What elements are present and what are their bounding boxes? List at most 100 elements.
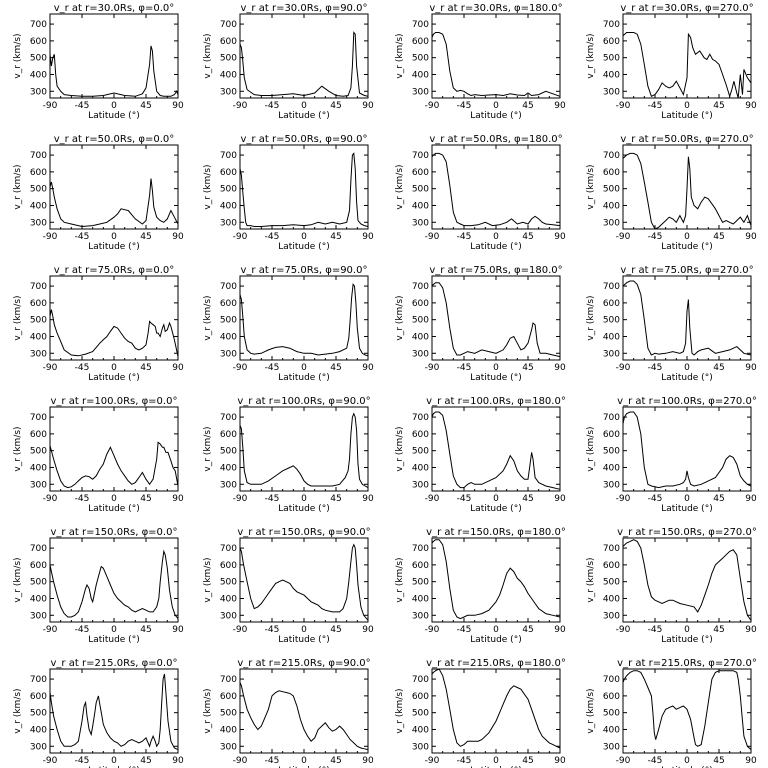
subplot: v_r at r=100.0Rs, φ=90.0° -90 -45 0 45 90 300 4… bbox=[203, 396, 374, 514]
y-tick-label: 500 bbox=[412, 54, 429, 64]
y-tick-label: 700 bbox=[220, 282, 237, 292]
x-tick-label: 45 bbox=[522, 232, 533, 242]
y-tick-label: 600 bbox=[220, 430, 237, 440]
x-tick-label: -90 bbox=[425, 363, 440, 373]
subplot: v_r at r=75.0Rs, φ=270.0° -90 -45 0 45 90 300 4… bbox=[586, 265, 757, 383]
series-line bbox=[431, 32, 561, 97]
y-axis-label: v_r (km/s) bbox=[395, 688, 405, 733]
plot-frame bbox=[49, 406, 179, 492]
x-tick-label: 45 bbox=[522, 494, 533, 504]
x-tick-label: 45 bbox=[330, 494, 341, 504]
x-tick-label: 0 bbox=[111, 625, 117, 635]
y-tick-label: 300 bbox=[412, 218, 429, 228]
y-tick-label: 400 bbox=[603, 332, 620, 342]
y-axis-label: v_r (km/s) bbox=[586, 164, 596, 209]
x-axis-label: Latitude (°) bbox=[278, 242, 329, 252]
x-tick-label: 45 bbox=[522, 101, 533, 111]
x-tick-label: -45 bbox=[265, 756, 280, 766]
subplot-title: v_r at r=150.0Rs, φ=180.0° bbox=[426, 527, 566, 538]
x-tick-label: 45 bbox=[713, 494, 724, 504]
plot-frame bbox=[239, 275, 369, 361]
subplot: v_r at r=30.0Rs, φ=90.0° -90 -45 0 45 90 300 40… bbox=[203, 3, 374, 121]
x-tick-label: 45 bbox=[713, 756, 724, 766]
subplot: v_r at r=75.0Rs, φ=90.0° -90 -45 0 45 90 300 40… bbox=[203, 265, 374, 383]
x-tick-label: -45 bbox=[457, 625, 472, 635]
subplot-title: v_r at r=215.0Rs, φ=180.0° bbox=[426, 658, 566, 669]
y-tick-label: 500 bbox=[603, 185, 620, 195]
y-tick-label: 400 bbox=[603, 201, 620, 211]
y-tick-label: 600 bbox=[30, 168, 47, 178]
x-tick-label: 90 bbox=[172, 494, 184, 504]
plot-frame bbox=[431, 668, 561, 754]
x-tick-label: 90 bbox=[745, 494, 757, 504]
subplot: v_r at r=100.0Rs, φ=0.0° -90 -45 0 45 90 300 40… bbox=[13, 396, 184, 514]
x-tick-label: 45 bbox=[140, 494, 151, 504]
subplot-title: v_r at r=150.0Rs, φ=0.0° bbox=[51, 527, 178, 538]
subplot-title: v_r at r=150.0Rs, φ=270.0° bbox=[617, 527, 757, 538]
x-tick-label: -45 bbox=[457, 232, 472, 242]
series-line bbox=[431, 282, 561, 358]
subplot: v_r at r=215.0Rs, φ=0.0° -90 -45 0 45 90 300 40… bbox=[13, 658, 184, 768]
y-tick-label: 600 bbox=[220, 561, 237, 571]
x-tick-label: 90 bbox=[362, 494, 374, 504]
y-tick-label: 700 bbox=[412, 20, 429, 30]
x-tick-label: -90 bbox=[616, 756, 631, 766]
series-line bbox=[239, 152, 369, 227]
subplot: v_r at r=215.0Rs, φ=90.0° -90 -45 0 45 90 300 4… bbox=[203, 658, 374, 768]
x-tick-label: -90 bbox=[43, 625, 58, 635]
y-tick-label: 400 bbox=[30, 201, 47, 211]
subplot: v_r at r=50.0Rs, φ=180.0° -90 -45 0 45 90 300 4… bbox=[395, 134, 566, 252]
x-axis-label: Latitude (°) bbox=[470, 635, 521, 645]
x-tick-label: 0 bbox=[301, 625, 307, 635]
y-tick-label: 600 bbox=[603, 561, 620, 571]
x-tick-label: 0 bbox=[493, 363, 499, 373]
x-tick-label: 90 bbox=[554, 494, 566, 504]
x-tick-label: 45 bbox=[713, 101, 724, 111]
x-axis-label: Latitude (°) bbox=[661, 111, 712, 121]
x-tick-label: -90 bbox=[43, 363, 58, 373]
x-tick-label: 0 bbox=[684, 232, 690, 242]
y-tick-label: 300 bbox=[603, 218, 620, 228]
series-line bbox=[431, 411, 561, 490]
x-tick-label: 45 bbox=[713, 363, 724, 373]
x-tick-label: 45 bbox=[140, 756, 151, 766]
y-tick-label: 300 bbox=[412, 480, 429, 490]
y-tick-label: 300 bbox=[220, 611, 237, 621]
x-tick-label: -90 bbox=[233, 756, 248, 766]
y-tick-label: 500 bbox=[30, 578, 47, 588]
x-axis-label: Latitude (°) bbox=[278, 504, 329, 514]
y-tick-label: 500 bbox=[603, 316, 620, 326]
y-tick-label: 700 bbox=[30, 282, 47, 292]
x-tick-label: 0 bbox=[111, 756, 117, 766]
y-tick-label: 700 bbox=[603, 675, 620, 685]
x-tick-label: -45 bbox=[457, 101, 472, 111]
y-axis-label: v_r (km/s) bbox=[586, 33, 596, 78]
y-axis-label: v_r (km/s) bbox=[13, 33, 23, 78]
subplot: v_r at r=50.0Rs, φ=270.0° -90 -45 0 45 90 300 4… bbox=[586, 134, 757, 252]
y-tick-label: 300 bbox=[220, 87, 237, 97]
y-tick-label: 400 bbox=[220, 70, 237, 80]
y-tick-label: 300 bbox=[30, 349, 47, 359]
series-line bbox=[49, 309, 179, 357]
x-axis-label: Latitude (°) bbox=[278, 635, 329, 645]
plot-frame bbox=[622, 668, 752, 754]
x-axis-label: Latitude (°) bbox=[661, 373, 712, 383]
y-tick-label: 400 bbox=[412, 332, 429, 342]
y-tick-label: 600 bbox=[603, 692, 620, 702]
x-tick-label: 45 bbox=[713, 625, 724, 635]
subplot: v_r at r=150.0Rs, φ=270.0° -90 -45 0 45 90 300… bbox=[586, 527, 757, 645]
y-tick-label: 700 bbox=[30, 20, 47, 30]
y-axis-label: v_r (km/s) bbox=[13, 295, 23, 340]
x-tick-label: -45 bbox=[648, 363, 663, 373]
y-tick-label: 500 bbox=[220, 578, 237, 588]
x-tick-label: 45 bbox=[522, 363, 533, 373]
x-tick-label: 90 bbox=[172, 625, 184, 635]
subplot: v_r at r=30.0Rs, φ=0.0° -90 -45 0 45 90 300 400… bbox=[13, 3, 184, 121]
x-axis-label: Latitude (°) bbox=[661, 766, 712, 768]
x-tick-label: -45 bbox=[457, 756, 472, 766]
y-tick-label: 600 bbox=[412, 37, 429, 47]
x-tick-label: -45 bbox=[648, 101, 663, 111]
y-tick-label: 300 bbox=[30, 611, 47, 621]
subplot: v_r at r=30.0Rs, φ=270.0° -90 -45 0 45 90 300 4… bbox=[586, 3, 757, 121]
